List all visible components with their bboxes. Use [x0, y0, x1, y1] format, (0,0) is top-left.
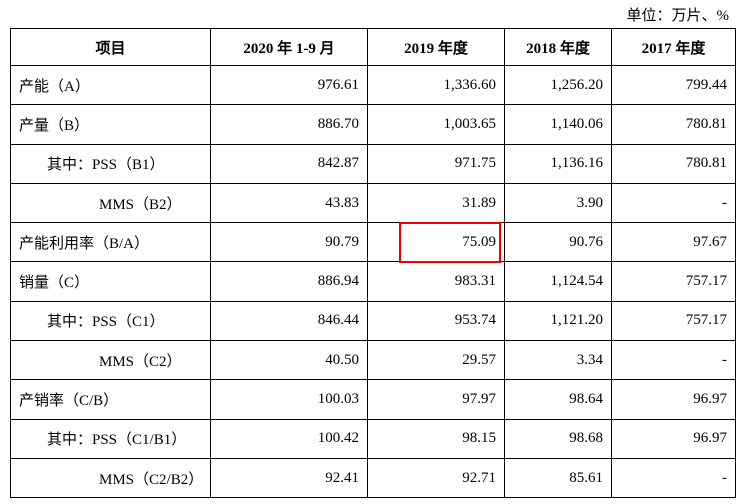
row-label: MMS（C2/B2）: [10, 457, 211, 499]
cell-value: 886.94: [210, 261, 368, 302]
cell-value: 799.44: [611, 64, 736, 106]
cell-value: 85.61: [504, 457, 612, 499]
cell-value: 31.89: [367, 182, 505, 224]
cell-value: 43.83: [210, 182, 368, 224]
cell-value: 3.34: [504, 340, 612, 381]
cell-value: 100.03: [210, 379, 368, 420]
cell-value: 1,121.20: [504, 300, 612, 342]
row-label: 产能（A）: [10, 64, 211, 106]
cell-value: 1,140.06: [504, 104, 612, 145]
row-label: 其中：PSS（C1/B1）: [10, 418, 211, 459]
row-label: MMS（B2）: [10, 182, 211, 224]
cell-value: 97.97: [367, 379, 505, 420]
cell-value: 75.09: [367, 222, 505, 263]
cell-value: 846.44: [210, 300, 368, 342]
table-row: 产能（A） 976.61 1,336.60 1,256.20 799.44: [10, 64, 736, 106]
row-label: 产量（B）: [10, 104, 211, 145]
table-row: 其中：PSS（B1） 842.87 971.75 1,136.16 780.81: [10, 143, 736, 184]
cell-value: 98.15: [367, 418, 505, 459]
table-row: 销量（C） 886.94 983.31 1,124.54 757.17: [10, 261, 736, 302]
cell-value: -: [611, 340, 736, 381]
table-row: 产销率（C/B） 100.03 97.97 98.64 96.97: [10, 379, 736, 420]
cell-value: 29.57: [367, 340, 505, 381]
table-body: 产能（A） 976.61 1,336.60 1,256.20 799.44 产量（B） 88…: [10, 64, 736, 499]
cell-value: 1,336.60: [367, 64, 505, 106]
table-row: MMS（C2/B2） 92.41 92.71 85.61-: [10, 457, 736, 499]
row-label: 其中：PSS（B1）: [10, 143, 211, 184]
cell-value: 886.70: [210, 104, 368, 145]
cell-value: 98.68: [504, 418, 612, 459]
cell-value: 40.50: [210, 340, 368, 381]
row-label: MMS（C2）: [10, 340, 211, 381]
row-label: 其中：PSS（C1）: [10, 300, 211, 342]
table-row: MMS（B2） 43.83 31.89 3.90-: [10, 182, 736, 224]
cell-value: -: [611, 457, 736, 499]
cell-value: 92.71: [367, 457, 505, 499]
cell-value: 842.87: [210, 143, 368, 184]
row-label: 销量（C）: [10, 261, 211, 302]
unit-label: 单位：万片、%: [626, 8, 730, 24]
header-cell: 2019 年度: [367, 28, 505, 66]
cell-value: 90.76: [504, 222, 612, 263]
row-label: 产销率（C/B）: [10, 379, 211, 420]
cell-value: 97.67: [611, 222, 736, 263]
cell-value: 1,124.54: [504, 261, 612, 302]
cell-value: 1,256.20: [504, 64, 612, 106]
cell-value: 780.81: [611, 143, 736, 184]
header-row: 项目 2020 年 1-9 月 2019 年度 2018 年度 2017 年度: [10, 28, 736, 66]
cell-value: 1,003.65: [367, 104, 505, 145]
table-row: 其中：PSS（C1） 846.44 953.74 1,121.20 757.17: [10, 300, 736, 342]
cell-value: 96.97: [611, 379, 736, 420]
data-table: 项目 2020 年 1-9 月 2019 年度 2018 年度 2017 年度 产能（A…: [10, 28, 736, 499]
cell-value: 780.81: [611, 104, 736, 145]
cell-value: -: [611, 182, 736, 224]
cell-value: 1,136.16: [504, 143, 612, 184]
cell-value: 971.75: [367, 143, 505, 184]
cell-value: 92.41: [210, 457, 368, 499]
cell-value: 96.97: [611, 418, 736, 459]
cell-value: 757.17: [611, 300, 736, 342]
table-row: MMS（C2） 40.50 29.57 3.34-: [10, 340, 736, 381]
header-cell: 2017 年度: [611, 28, 736, 66]
cell-value: 976.61: [210, 64, 368, 106]
header-cell: 2020 年 1-9 月: [210, 28, 368, 66]
cell-value: 757.17: [611, 261, 736, 302]
cell-value: 90.79: [210, 222, 368, 263]
cell-value: 100.42: [210, 418, 368, 459]
cell-value: 98.64: [504, 379, 612, 420]
header-cell: 2018 年度: [504, 28, 612, 66]
table-row: 其中：PSS（C1/B1） 100.42 98.15 98.68 96.97: [10, 418, 736, 459]
cell-value: 3.90: [504, 182, 612, 224]
cell-value: 953.74: [367, 300, 505, 342]
header-cell: 项目: [10, 28, 211, 66]
table-row: 产量（B） 886.70 1,003.65 1,140.06 780.81: [10, 104, 736, 145]
cell-value: 983.31: [367, 261, 505, 302]
row-label: 产能利用率（B/A）: [10, 222, 211, 263]
table-row: 产能利用率（B/A） 90.79 75.09 90.76 97.67: [10, 222, 736, 263]
